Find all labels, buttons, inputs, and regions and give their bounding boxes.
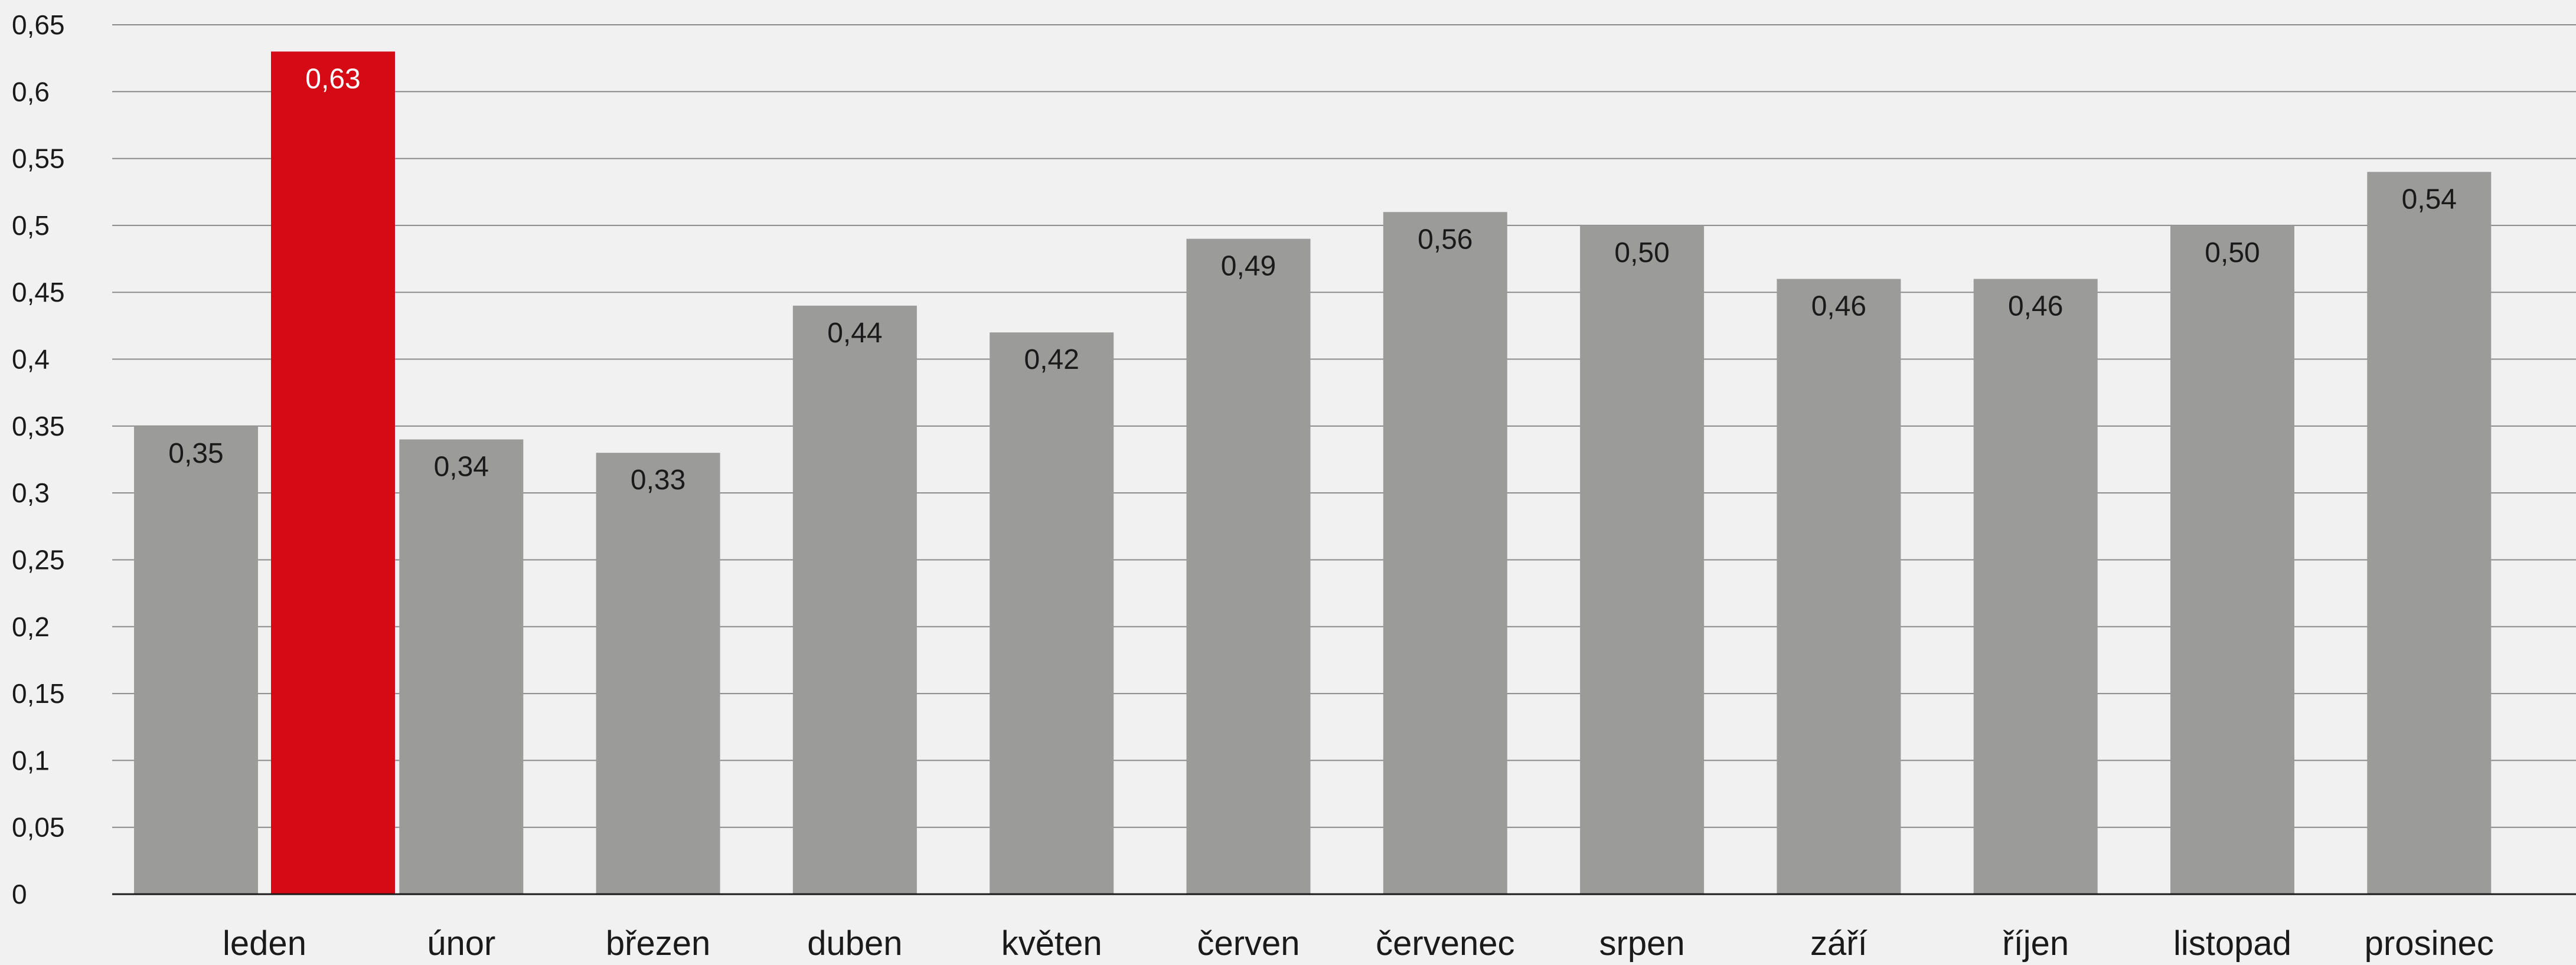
- data-label: 0,54: [2402, 184, 2457, 215]
- bar-leden: [134, 426, 258, 894]
- y-tick-label: 0,6: [12, 76, 50, 107]
- y-tick-label: 0,65: [12, 9, 65, 40]
- data-label: 0,56: [1418, 224, 1473, 255]
- data-label: 0,49: [1221, 251, 1276, 282]
- data-label: 0,46: [2008, 291, 2063, 322]
- x-category-label: září: [1810, 924, 1867, 963]
- y-tick-label: 0,35: [12, 411, 65, 441]
- data-label: 0,34: [434, 452, 489, 483]
- x-category-label: únor: [427, 924, 495, 963]
- x-category-label: červenec: [1376, 924, 1514, 963]
- data-label: 0,35: [168, 438, 223, 469]
- x-category-label: listopad: [2173, 924, 2291, 963]
- bar-červen: [1186, 238, 1311, 895]
- y-tick-label: 0,4: [12, 344, 50, 375]
- bar-březen: [596, 453, 720, 894]
- bar-prosinec: [2367, 172, 2492, 895]
- data-label: 0,50: [2205, 237, 2260, 269]
- data-label: 0,46: [1811, 291, 1866, 322]
- bar-leden-highlight: [271, 51, 395, 894]
- bars: [134, 51, 2492, 895]
- y-tick-label: 0,1: [12, 745, 50, 776]
- bar-květen: [990, 332, 1114, 894]
- x-category-label: říjen: [2002, 924, 2069, 963]
- x-category-label: březen: [606, 924, 710, 963]
- bar-září: [1777, 279, 1901, 895]
- x-axis-category-labels: leden únor březen duben květen červen červenec…: [223, 924, 2494, 963]
- x-category-label: prosinec: [2365, 924, 2494, 963]
- bar-listopad: [2170, 225, 2294, 894]
- y-tick-label: 0,25: [12, 544, 65, 575]
- bar-únor: [399, 439, 524, 894]
- data-label: 0,33: [631, 464, 685, 496]
- x-category-label: květen: [1001, 924, 1102, 963]
- y-axis-tick-labels: 0 0,05 0,1 0,15 0,2 0,25 0,3 0,35 0,4 0,45 0,5 0,55…: [12, 9, 65, 910]
- data-label: 0,42: [1024, 344, 1079, 375]
- x-category-label: duben: [807, 924, 902, 963]
- data-label: 0,63: [305, 63, 360, 94]
- y-tick-label: 0,05: [12, 812, 65, 843]
- data-label: 0,44: [827, 318, 882, 349]
- y-tick-label: 0,3: [12, 477, 50, 508]
- data-label: 0,50: [1614, 237, 1669, 269]
- y-tick-label: 0,45: [12, 277, 65, 308]
- bar-červenec: [1383, 212, 1507, 895]
- bar-srpen: [1580, 225, 1705, 894]
- x-category-label: červen: [1197, 924, 1300, 963]
- y-tick-label: 0,2: [12, 611, 50, 642]
- y-tick-label: 0: [12, 879, 27, 910]
- x-category-label: leden: [223, 924, 306, 963]
- y-tick-label: 0,55: [12, 143, 65, 174]
- data-labels: 0,35 0,63 0,34 0,33 0,44 0,42 0,49 0,56 0,50 0,46…: [168, 63, 2457, 496]
- bar-říjen: [1973, 279, 2098, 895]
- x-category-label: srpen: [1599, 924, 1685, 963]
- y-tick-label: 0,15: [12, 678, 65, 709]
- bar-duben: [792, 305, 917, 894]
- y-tick-label: 0,5: [12, 210, 50, 241]
